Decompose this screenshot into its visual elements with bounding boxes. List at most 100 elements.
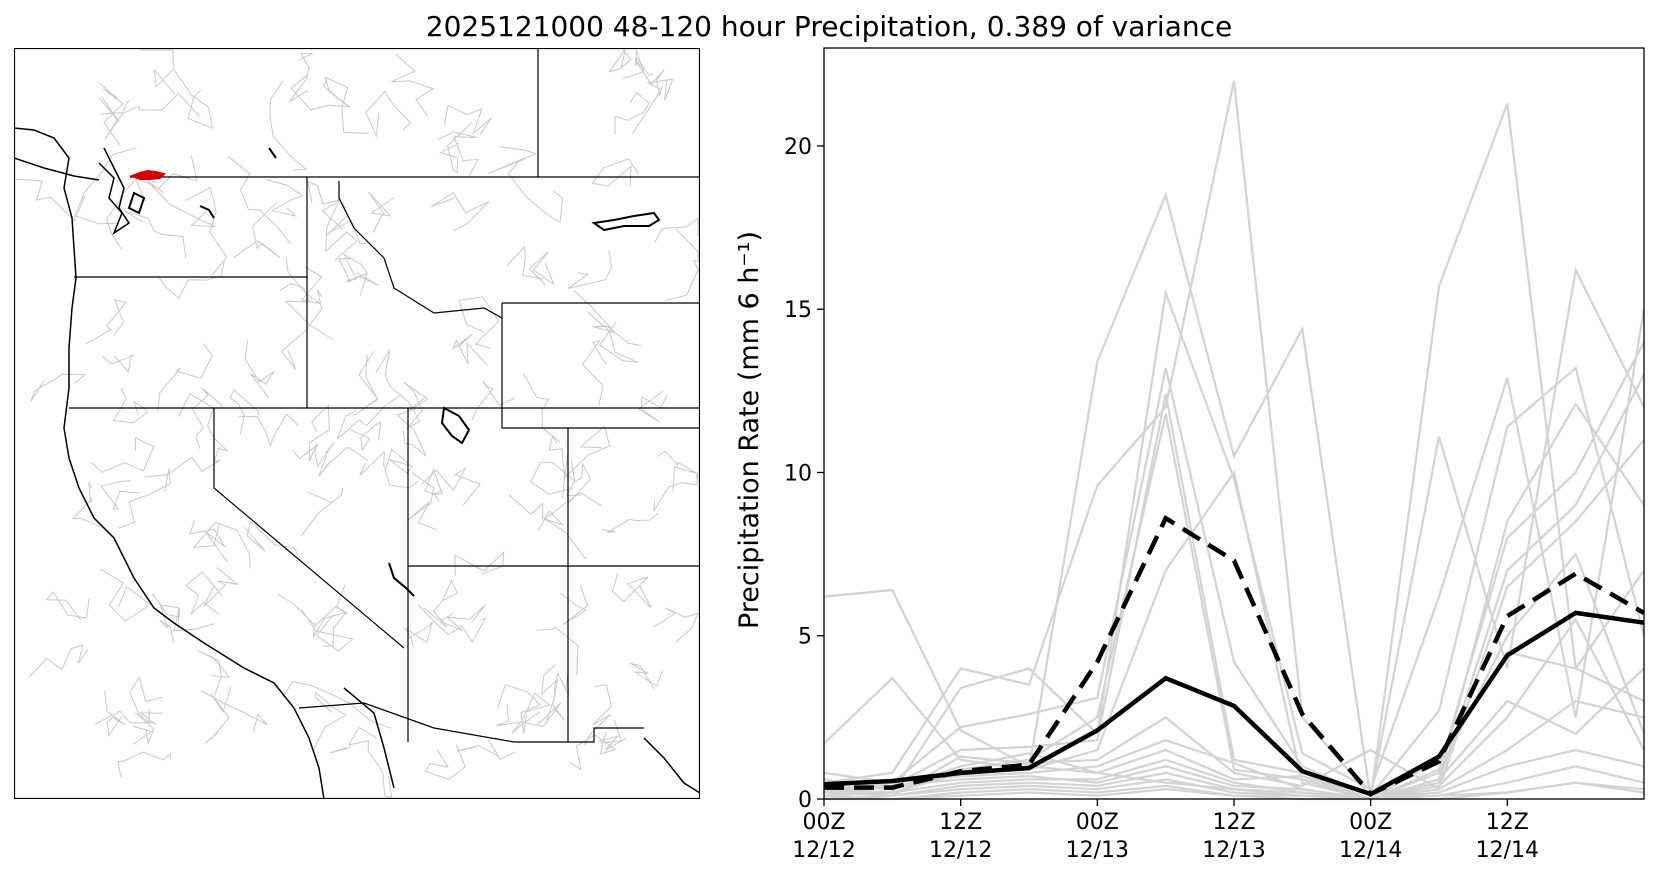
basin-boundary: [100, 480, 141, 510]
basin-boundary: [612, 572, 652, 609]
basin-boundary: [117, 751, 172, 778]
basin-boundary: [30, 373, 87, 402]
basin-boundary: [198, 650, 231, 698]
ensemble-member-line: [823, 617, 1645, 801]
basin-boundary: [312, 611, 348, 647]
basin-boundary: [421, 467, 481, 506]
basin-boundary: [343, 253, 368, 296]
ensemble-member-line: [823, 288, 1646, 794]
basin-boundary: [323, 77, 369, 134]
basin-boundary: [95, 710, 164, 726]
basin-boundary: [444, 104, 493, 136]
basin-boundary: [15, 179, 86, 222]
basin-boundary: [541, 664, 565, 721]
state-borders: [69, 48, 700, 743]
basin-boundary: [653, 472, 699, 512]
basin-boundary: [629, 662, 664, 690]
x-tick-label-time: 12Z: [939, 810, 982, 835]
basin-boundary: [437, 131, 480, 177]
ensemble-member-line: [823, 103, 1645, 800]
basin-boundary: [301, 487, 344, 536]
basin-boundary: [280, 282, 334, 341]
lakes: [127, 147, 661, 597]
basin-boundary: [45, 591, 90, 621]
y-tick-label: 0: [798, 788, 812, 813]
basin-boundary: [159, 604, 179, 642]
basin-boundary: [233, 201, 281, 259]
x-tick-label-date: 12/14: [1339, 838, 1402, 863]
basin-boundary: [375, 349, 421, 430]
figure-title: 2025121000 48-120 hour Precipitation, 0.…: [425, 10, 1233, 43]
y-axis-label: Precipitation Rate (mm 6 h⁻¹): [734, 231, 765, 629]
x-axis-ticks: 00Z 12/12 12Z 12/12 00Z 12/13 12Z 12/13 00Z 12/14…: [792, 799, 1539, 863]
basin-boundary: [573, 290, 641, 346]
basin-boundary: [104, 690, 126, 738]
basin-boundary: [507, 159, 564, 223]
basin-boundary: [228, 156, 291, 244]
basin-boundary: [177, 392, 229, 452]
ensemble-lines: [823, 80, 1646, 801]
basin-boundary: [581, 340, 608, 407]
basin-boundary: [622, 49, 654, 79]
basin-boundary: [528, 251, 555, 287]
basin-boundary: [123, 210, 187, 259]
x-tick-label-date: 12/14: [1476, 838, 1539, 863]
basin-boundary: [192, 521, 251, 569]
basin-boundary: [157, 260, 225, 299]
basin-boundary: [188, 519, 228, 562]
basin-boundary: [290, 74, 352, 111]
y-tick-label: 5: [798, 625, 812, 650]
basin-boundary: [97, 81, 124, 145]
basin-boundary: [565, 462, 592, 503]
basin-boundary: [458, 296, 500, 349]
basin-boundary: [91, 437, 155, 473]
basin-boundary: [309, 403, 330, 462]
basin-boundary: [536, 626, 579, 676]
basin-boundary: [634, 59, 665, 96]
basin-boundary: [157, 343, 213, 412]
x-tick-label-time: 00Z: [1076, 810, 1119, 835]
basin-boundary: [564, 425, 611, 480]
ensemble-member-line: [823, 551, 1646, 801]
ensemble-member-line: [823, 366, 1646, 798]
basin-boundary: [102, 354, 135, 374]
basin-boundary: [330, 726, 377, 754]
basin-boundary: [204, 687, 232, 744]
x-tick-label-time: 12Z: [1212, 810, 1255, 835]
y-tick-label: 10: [784, 461, 812, 486]
basin-boundary: [601, 513, 659, 534]
basin-boundary: [292, 441, 335, 468]
basin-boundary: [288, 52, 313, 103]
basin-boundary: [244, 520, 299, 556]
basin-boundary: [653, 607, 699, 643]
basin-boundary: [614, 91, 650, 135]
basin-boundary: [229, 388, 260, 435]
basin-boundaries: [15, 48, 699, 798]
ensemble-member-line: [823, 80, 1645, 799]
basin-boundary: [488, 146, 538, 174]
basin-boundary: [338, 258, 379, 286]
basin-boundary: [278, 585, 348, 627]
basin-boundary: [365, 90, 411, 137]
basin-boundary: [112, 387, 150, 424]
basin-boundary: [406, 472, 438, 531]
basin-boundary: [417, 604, 487, 643]
basin-boundary: [266, 179, 304, 217]
basin-boundary: [132, 712, 155, 746]
basin-boundary: [353, 350, 379, 416]
x-tick-label-date: 12/13: [1202, 838, 1265, 863]
basin-boundary: [607, 48, 632, 73]
basin-boundary: [244, 339, 275, 399]
basin-boundary: [567, 250, 613, 289]
basin-boundary: [665, 228, 699, 302]
ensemble-member-line: [823, 439, 1645, 797]
basin-boundary: [99, 568, 152, 622]
basin-boundary: [452, 334, 488, 366]
basin-boundary: [439, 604, 486, 632]
basin-boundary: [632, 78, 674, 134]
basin-boundary: [269, 80, 308, 171]
basin-boundary: [185, 571, 223, 615]
basin-boundary: [185, 186, 228, 276]
basin-boundary: [203, 567, 240, 607]
